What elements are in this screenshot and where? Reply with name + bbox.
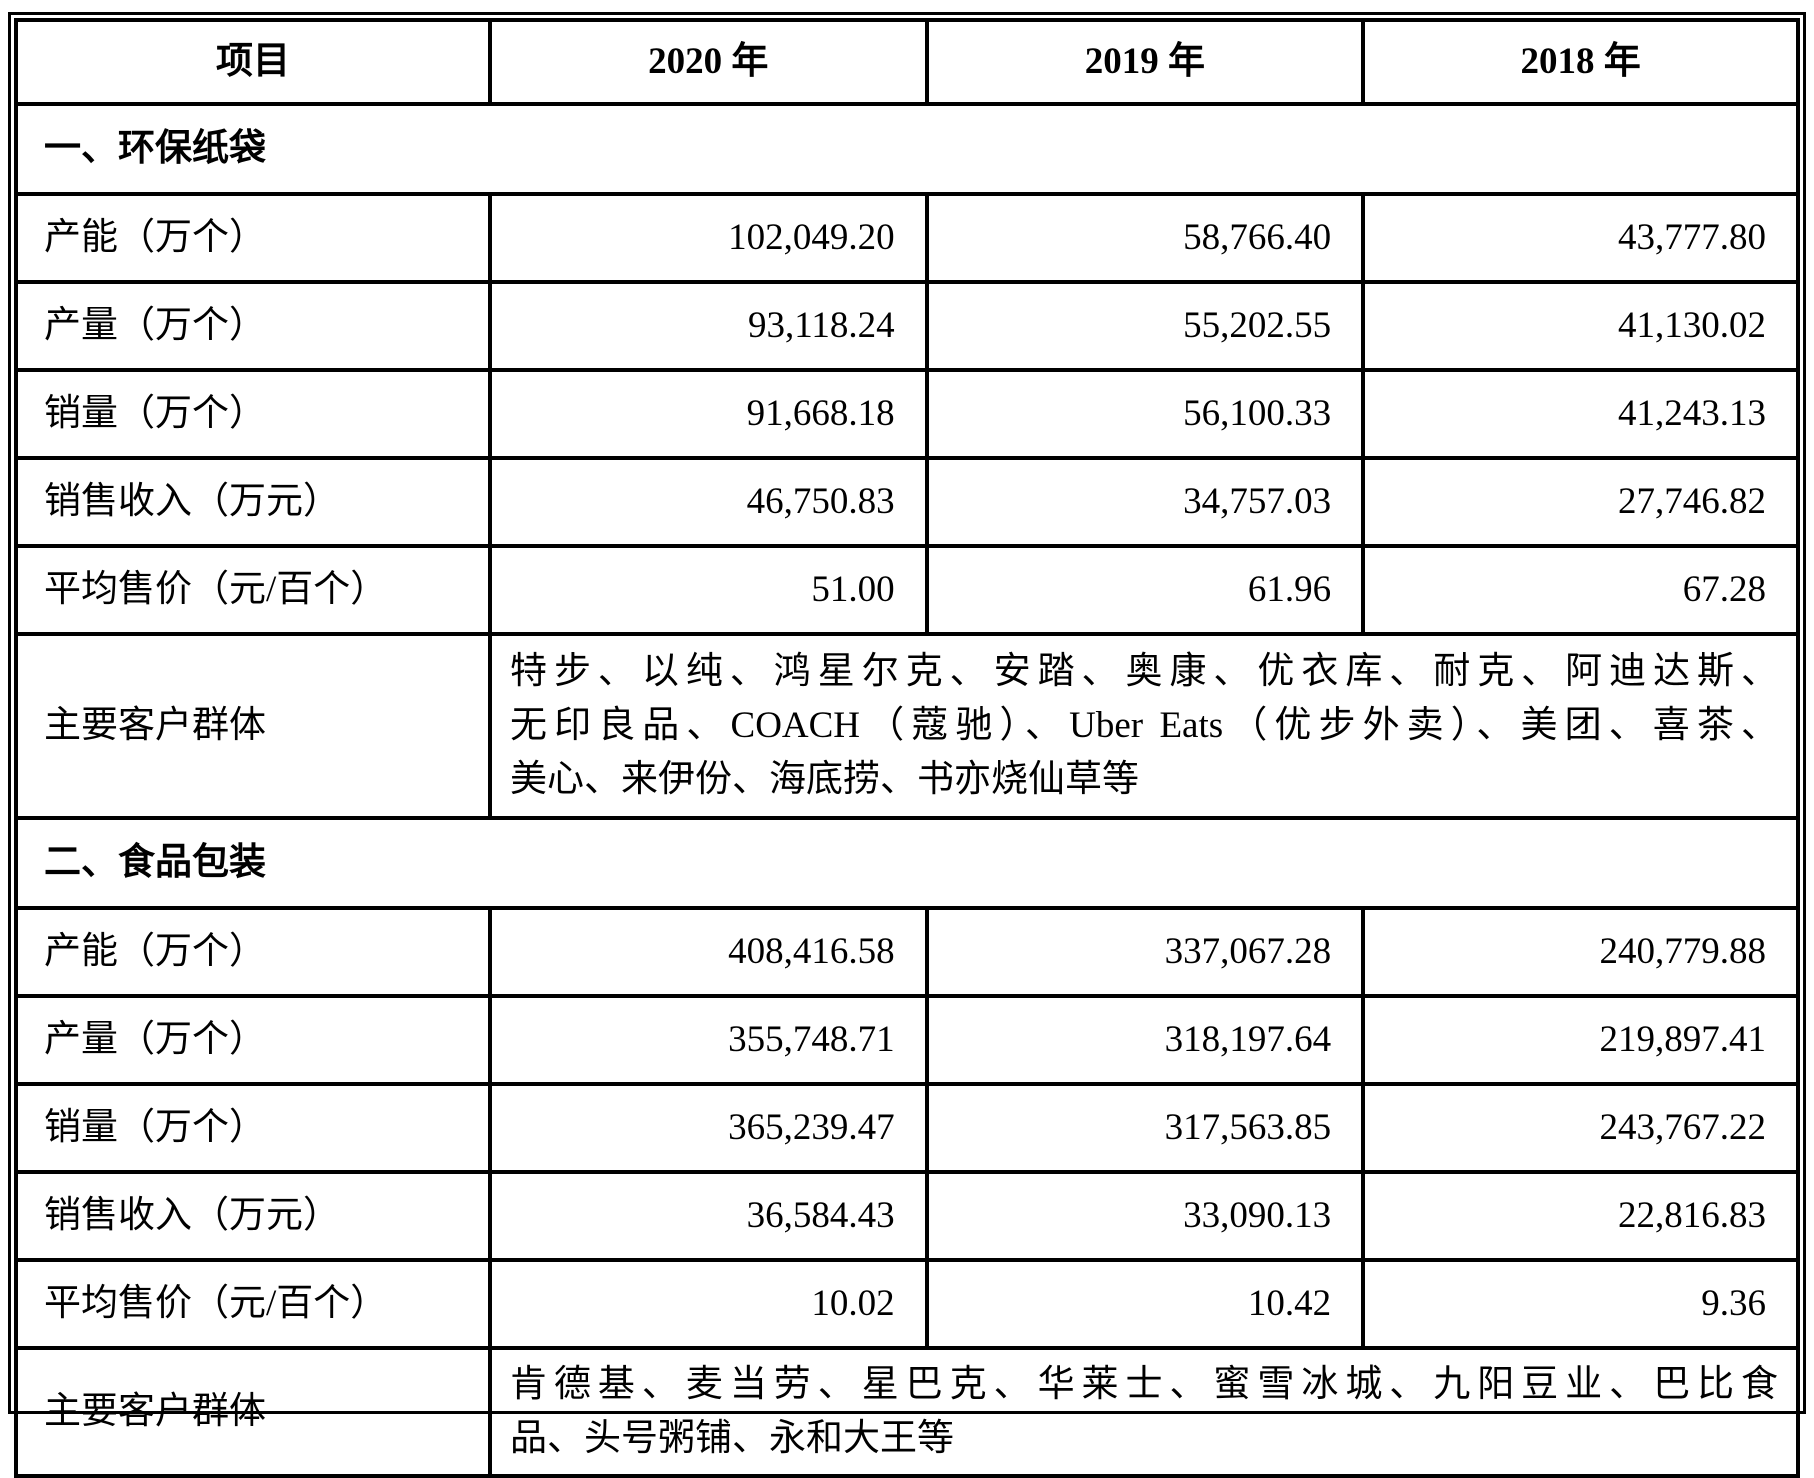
row-label: 销量（万个）: [14, 368, 492, 460]
value-2019: 337,067.28: [924, 906, 1366, 998]
row-label: 产能（万个）: [14, 192, 492, 284]
value-2020: 93,118.24: [488, 280, 929, 372]
value-2019: 317,563.85: [924, 1082, 1366, 1174]
table-row: 销量（万个） 91,668.18 56,100.33 41,243.13: [14, 368, 1800, 460]
col-header-2019: 2019 年: [924, 18, 1366, 106]
production-sales-table: 项目 2020 年 2019 年 2018 年 一、环保纸袋 产能（万个） 10…: [14, 18, 1800, 1478]
table-row: 平均售价（元/百个） 10.02 10.42 9.36: [14, 1258, 1800, 1350]
customers-text-line: 肯德基、麦当劳、星巴克、华莱士、蜜雪冰城、九阳豆业、巴比食: [510, 1364, 1778, 1405]
value-2018: 240,779.88: [1361, 906, 1800, 998]
value-2019: 10.42: [924, 1258, 1366, 1350]
table-row: 销售收入（万元） 46,750.83 34,757.03 27,746.82: [14, 456, 1800, 548]
value-2019: 318,197.64: [924, 994, 1366, 1086]
value-2019: 33,090.13: [924, 1170, 1366, 1262]
document-page: 项目 2020 年 2019 年 2018 年 一、环保纸袋 产能（万个） 10…: [8, 12, 1806, 1478]
value-2018: 219,897.41: [1361, 994, 1800, 1086]
section-title: 一、环保纸袋: [14, 102, 1800, 196]
value-2020: 355,748.71: [488, 994, 929, 1086]
value-2018: 43,777.80: [1361, 192, 1800, 284]
value-2020: 408,416.58: [488, 906, 929, 998]
value-2020: 91,668.18: [488, 368, 929, 460]
value-2018: 243,767.22: [1361, 1082, 1800, 1174]
customers-text-line: 特步、以纯、鸿星尔克、安踏、奥康、优衣库、耐克、阿迪达斯、: [510, 651, 1778, 692]
row-label: 平均售价（元/百个）: [14, 544, 492, 636]
row-label: 平均售价（元/百个）: [14, 1258, 492, 1350]
customers-text: 肯德基、麦当劳、星巴克、华莱士、蜜雪冰城、九阳豆业、巴比食 品、头号粥铺、永和大…: [488, 1346, 1800, 1478]
value-2019: 61.96: [924, 544, 1366, 636]
row-label: 销售收入（万元）: [14, 1170, 492, 1262]
table-frame: 项目 2020 年 2019 年 2018 年 一、环保纸袋 产能（万个） 10…: [8, 12, 1806, 1478]
col-header-item: 项目: [14, 18, 492, 106]
table-row: 产能（万个） 102,049.20 58,766.40 43,777.80: [14, 192, 1800, 284]
table-row: 产能（万个） 408,416.58 337,067.28 240,779.88: [14, 906, 1800, 998]
value-2018: 22,816.83: [1361, 1170, 1800, 1262]
row-label: 销售收入（万元）: [14, 456, 492, 548]
table-row: 产量（万个） 93,118.24 55,202.55 41,130.02: [14, 280, 1800, 372]
value-2018: 41,130.02: [1361, 280, 1800, 372]
customers-label: 主要客户群体: [14, 632, 492, 820]
table-header-row: 项目 2020 年 2019 年 2018 年: [14, 18, 1800, 106]
table-row: 销量（万个） 365,239.47 317,563.85 243,767.22: [14, 1082, 1800, 1174]
value-2018: 67.28: [1361, 544, 1800, 636]
value-2020: 10.02: [488, 1258, 929, 1350]
section-header-paper-bags: 一、环保纸袋: [14, 102, 1800, 196]
customers-text-line: 品、头号粥铺、永和大王等: [510, 1418, 954, 1459]
col-header-2020: 2020 年: [488, 18, 929, 106]
value-2019: 34,757.03: [924, 456, 1366, 548]
value-2019: 55,202.55: [924, 280, 1366, 372]
value-2020: 51.00: [488, 544, 929, 636]
value-2020: 36,584.43: [488, 1170, 929, 1262]
value-2020: 102,049.20: [488, 192, 929, 284]
table-row: 平均售价（元/百个） 51.00 61.96 67.28: [14, 544, 1800, 636]
customers-row: 主要客户群体 特步、以纯、鸿星尔克、安踏、奥康、优衣库、耐克、阿迪达斯、 无印良…: [14, 632, 1800, 820]
value-2019: 58,766.40: [924, 192, 1366, 284]
row-label: 产量（万个）: [14, 994, 492, 1086]
value-2020: 365,239.47: [488, 1082, 929, 1174]
customers-text-line: 无印良品、COACH（蔻驰）、Uber Eats（优步外卖）、美团、喜茶、: [510, 705, 1778, 746]
customers-label: 主要客户群体: [14, 1346, 492, 1478]
col-header-2018: 2018 年: [1361, 18, 1800, 106]
row-label: 产能（万个）: [14, 906, 492, 998]
value-2019: 56,100.33: [924, 368, 1366, 460]
table-row: 产量（万个） 355,748.71 318,197.64 219,897.41: [14, 994, 1800, 1086]
row-label: 产量（万个）: [14, 280, 492, 372]
customers-text: 特步、以纯、鸿星尔克、安踏、奥康、优衣库、耐克、阿迪达斯、 无印良品、COACH…: [488, 632, 1800, 820]
section-header-food-packaging: 二、食品包装: [14, 816, 1800, 910]
table-row: 销售收入（万元） 36,584.43 33,090.13 22,816.83: [14, 1170, 1800, 1262]
customers-row: 主要客户群体 肯德基、麦当劳、星巴克、华莱士、蜜雪冰城、九阳豆业、巴比食 品、头…: [14, 1346, 1800, 1478]
value-2018: 27,746.82: [1361, 456, 1800, 548]
row-label: 销量（万个）: [14, 1082, 492, 1174]
value-2018: 41,243.13: [1361, 368, 1800, 460]
value-2018: 9.36: [1361, 1258, 1800, 1350]
section-title: 二、食品包装: [14, 816, 1800, 910]
customers-text-line: 美心、来伊份、海底捞、书亦烧仙草等: [510, 759, 1139, 800]
value-2020: 46,750.83: [488, 456, 929, 548]
